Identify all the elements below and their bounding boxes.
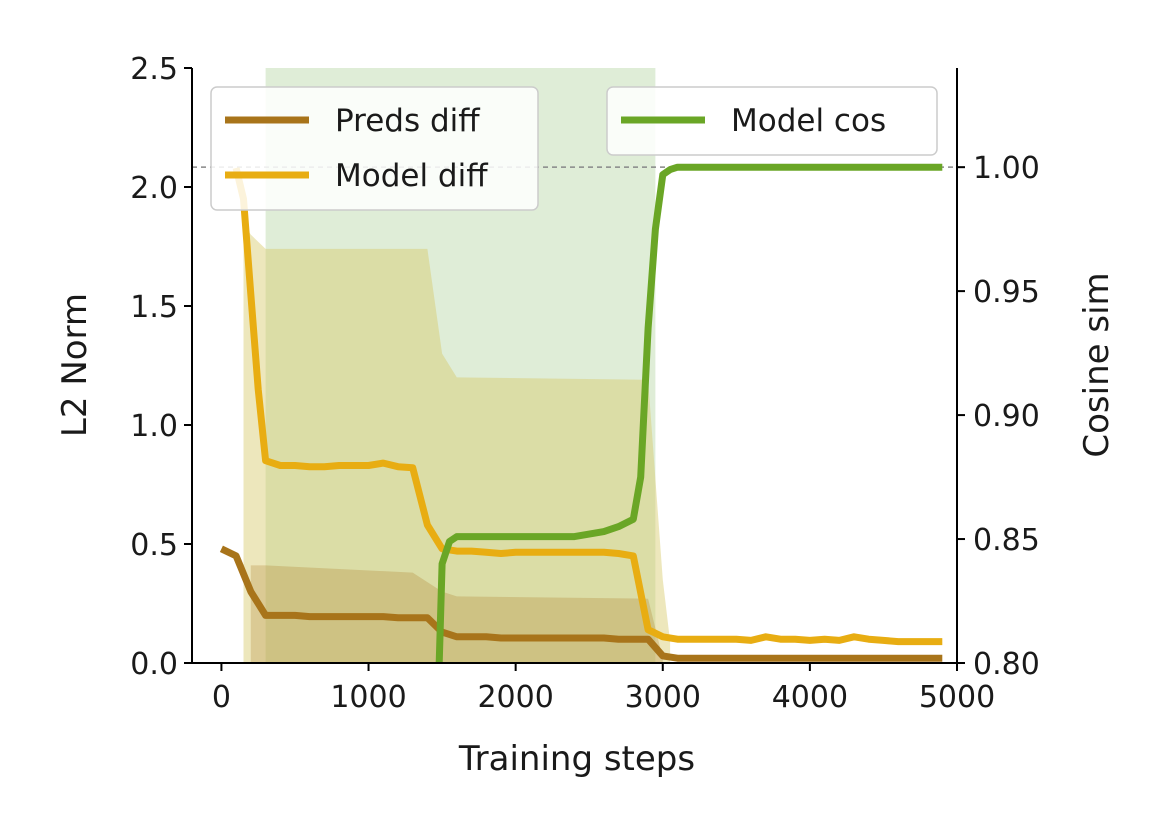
- y-left-tick-label: 2.0: [130, 171, 178, 206]
- y-right-tick-label: 0.95: [973, 275, 1040, 310]
- y-left-tick-label: 2.5: [130, 52, 178, 87]
- ticks: 0 1000 2000 3000 4000 5000 0.0 0.5 1.0 1.5 2.0 2.5 0…: [130, 52, 1040, 715]
- x-tick-label: 5000: [919, 680, 995, 715]
- legend-label-preds-diff: Preds diff: [335, 103, 480, 139]
- legend-right-frame: [606, 86, 938, 156]
- y-right-tick-label: 1.00: [973, 151, 1040, 186]
- x-axis-title: Training steps: [458, 739, 695, 779]
- y-right-tick-label: 0.90: [973, 399, 1040, 434]
- x-tick-label: 1000: [330, 680, 406, 715]
- confidence-bands: [243, 68, 671, 663]
- x-tick-label: 2000: [477, 680, 553, 715]
- plot-area: [192, 68, 957, 664]
- band-model-cos: [265, 68, 656, 663]
- line-preds-diff: [219, 545, 943, 662]
- y-left-tick-label: 0.5: [130, 528, 178, 563]
- y-left-tick-label: 0.0: [130, 647, 178, 682]
- y-right-tick-label: 0.80: [973, 647, 1040, 682]
- right-axis-title: Cosine sim: [1077, 272, 1117, 457]
- series-lines: [219, 163, 943, 664]
- left-axis-title: L2 Norm: [55, 293, 95, 437]
- line-model-cos: [435, 163, 943, 664]
- axes: 0 1000 2000 3000 4000 5000 0.0 0.5 1.0 1.5 2.0 2.5 0…: [130, 52, 1040, 715]
- legend-label-model-diff: Model diff: [335, 158, 488, 194]
- legend-left: Preds diff Model diff: [210, 86, 539, 211]
- x-tick-label: 0: [212, 680, 231, 715]
- y-right-tick-label: 0.85: [973, 523, 1040, 558]
- x-tick-label: 3000: [625, 680, 701, 715]
- legend-label-model-cos: Model cos: [731, 103, 886, 139]
- y-left-tick-label: 1.0: [130, 409, 178, 444]
- legend-right: Model cos: [606, 86, 938, 156]
- x-tick-label: 4000: [772, 680, 848, 715]
- y-left-tick-label: 1.5: [130, 290, 178, 325]
- line-model-diff: [232, 167, 943, 646]
